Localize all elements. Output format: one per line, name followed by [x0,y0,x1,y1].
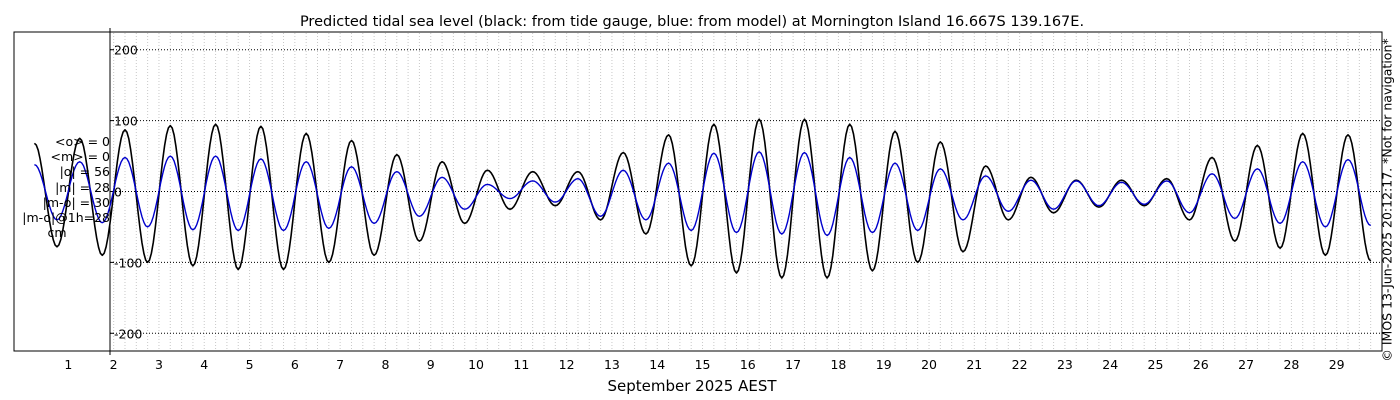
x-tick-label: 27 [1238,357,1254,372]
x-tick-label: 24 [1102,357,1118,372]
x-tick-label: 18 [830,357,846,372]
stat-abs-obs: |o| = 56 [59,164,110,180]
y-tick-label: 0 [114,185,122,200]
x-tick-label: 2 [110,357,118,372]
x-tick-label: 13 [604,357,620,372]
y-tick-label: 200 [114,43,138,58]
x-tick-label: 8 [381,357,389,372]
x-tick-label: 10 [468,357,484,372]
series-lines [33,118,1372,279]
x-tick-label: 5 [246,357,254,372]
model-line [34,151,1372,237]
x-tick-label: 14 [649,357,665,372]
stat-abs-diff: |m-o| = 30 [42,194,110,210]
chart-title: Predicted tidal sea level (black: from t… [300,14,1084,30]
credit-note: © IMOS 13-Jun-2025 20:12:17. *Not for na… [1379,38,1395,362]
x-tick-label: 20 [921,357,937,372]
x-tick-label: 29 [1329,357,1345,372]
x-tick-label: 15 [695,357,711,372]
x-tick-label: 22 [1012,357,1028,372]
x-tick-label: 6 [291,357,299,372]
x-tick-label: 21 [966,357,982,372]
x-axis-label: September 2025 AEST [607,377,777,395]
x-tick-label: 25 [1148,357,1164,372]
grid [110,33,1382,350]
x-tick-label: 12 [559,357,575,372]
stat-unit: cm [47,225,67,241]
stat-mean-obs: <o> = 0 [55,134,110,149]
y-tick-label: 100 [114,114,138,129]
x-tick-label: 17 [785,357,801,372]
x-tick-label: 11 [513,357,529,372]
x-tick-label: 1 [64,357,72,372]
x-tick-label: 3 [155,357,163,372]
stat-mean-model: <m> = 0 [50,149,111,165]
x-tick-label: 28 [1283,357,1299,372]
stat-abs-diff-1h: |m-o|@1h=28 [22,210,110,226]
y-tick-label: -200 [114,326,142,341]
x-tick-label: 19 [876,357,892,372]
stat-abs-model: |m| = 28 [55,179,110,195]
x-tick-label: 9 [427,357,435,372]
x-tick-label: 26 [1193,357,1209,372]
x-tick-label: 23 [1057,357,1073,372]
stats-panel: <o> = 0 <m> = 0 |o| = 56 |m| = 28 |m-o| … [4,134,110,240]
x-tick-label: 16 [740,357,756,372]
x-tick-label: 7 [336,357,344,372]
y-tick-label: -100 [114,255,142,270]
x-tick-label: 4 [200,357,208,372]
